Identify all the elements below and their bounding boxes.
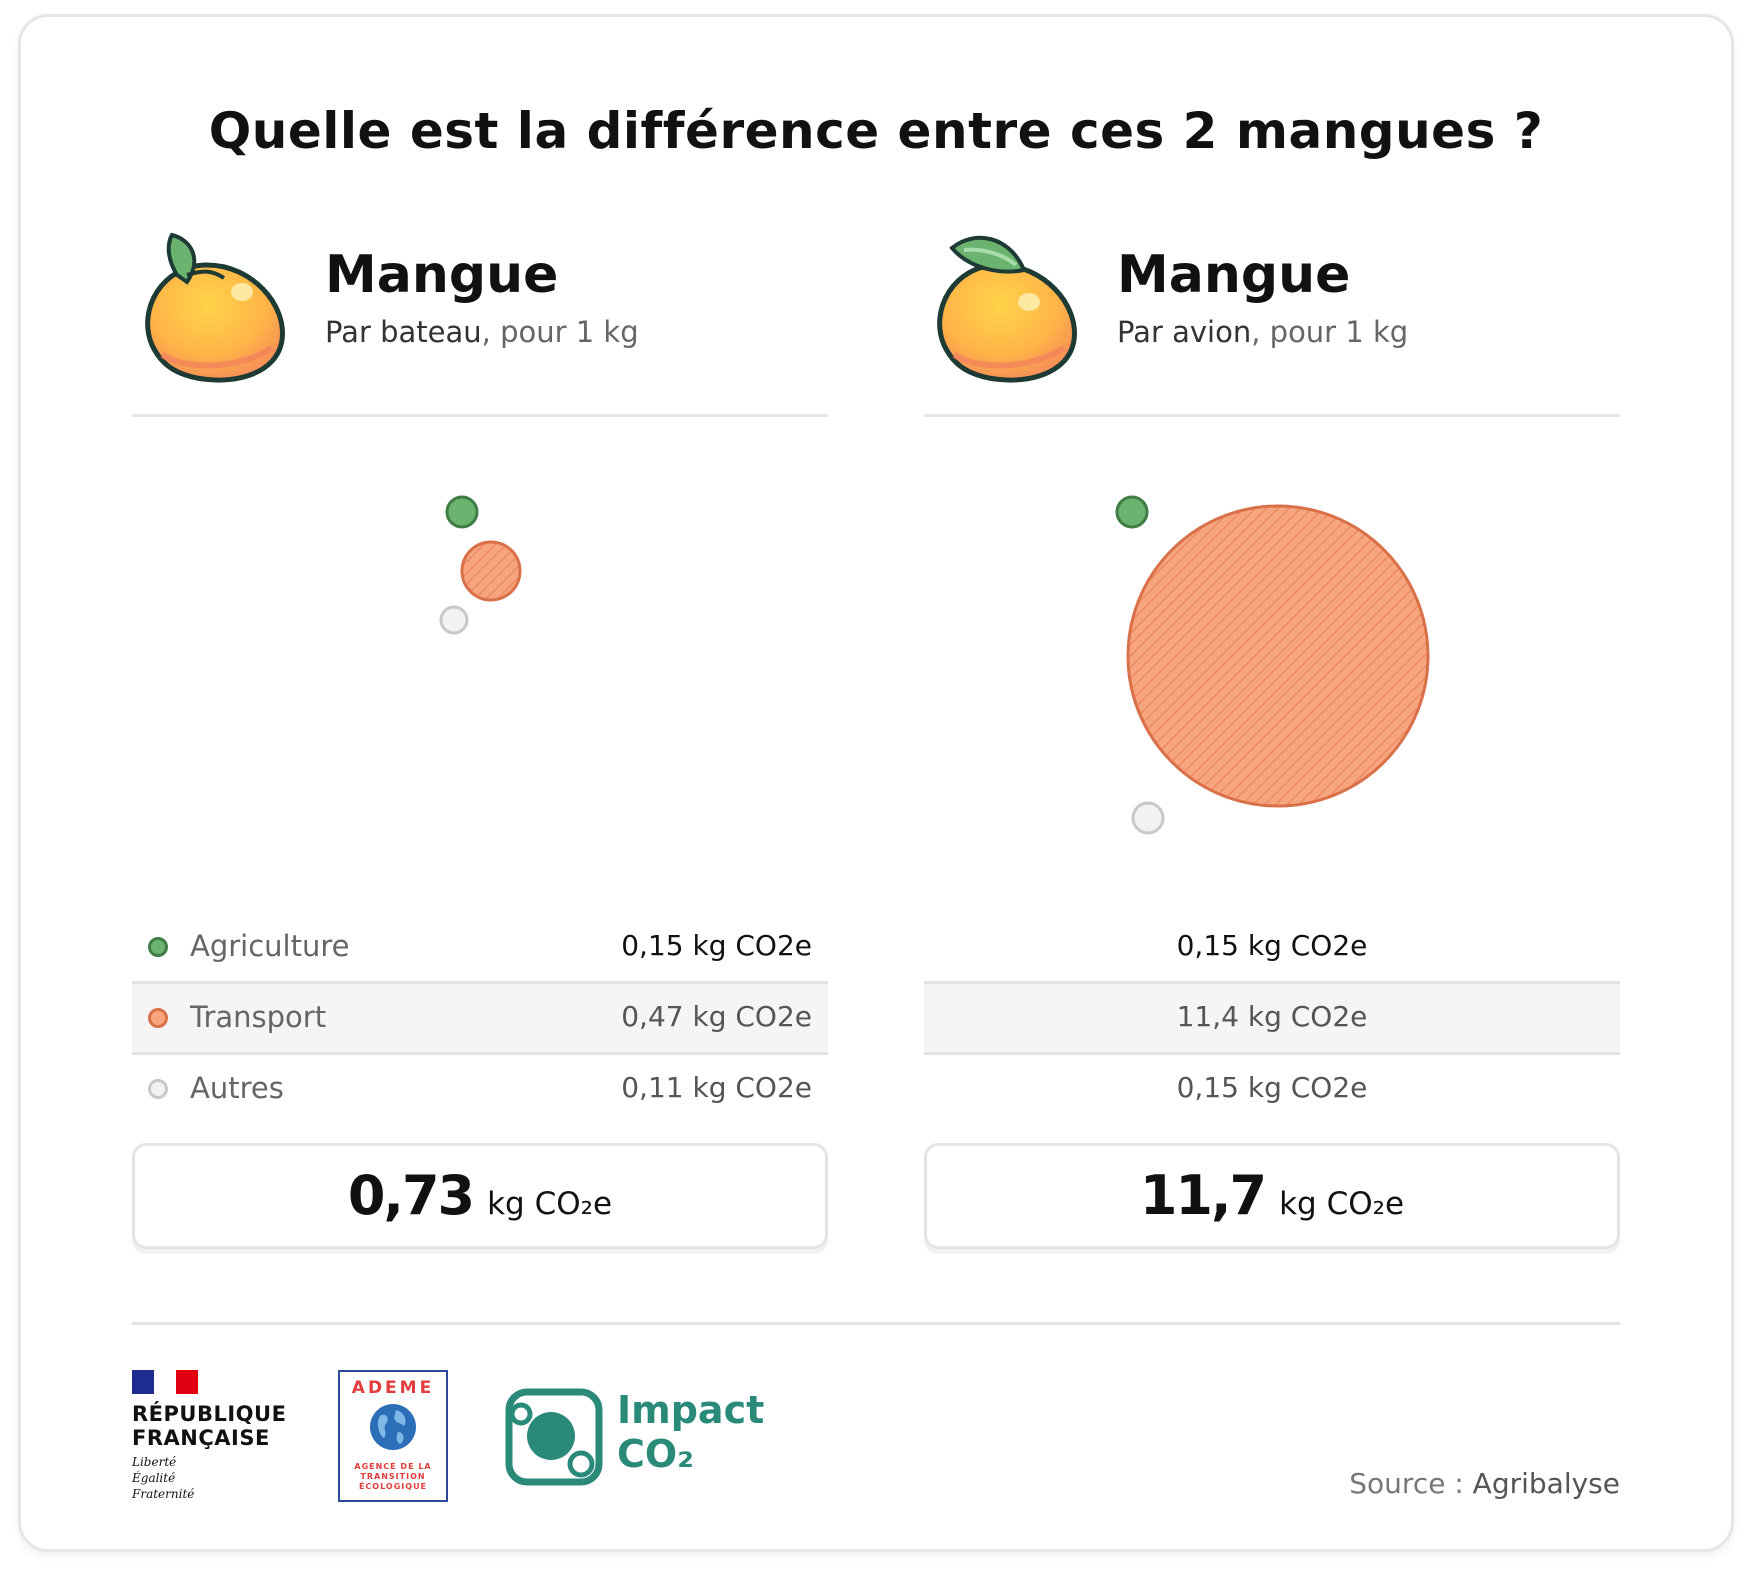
divider xyxy=(924,414,1620,417)
globe-icon xyxy=(370,1404,416,1450)
impact-co2-wordmark: Impact CO₂ xyxy=(617,1388,765,1476)
divider xyxy=(132,981,828,984)
republique-motto: Liberté Égalité Fraternité xyxy=(132,1455,195,1501)
row-agriculture: Agriculture 0,15 kg CO2e xyxy=(132,913,828,983)
divider xyxy=(132,414,828,417)
row-value: 0,11 kg CO2e xyxy=(621,1071,812,1104)
source-link: Agribalyse xyxy=(1472,1467,1620,1500)
total-value: 11,7 xyxy=(1139,1164,1267,1227)
republique-name: RÉPUBLIQUE FRANÇAISE xyxy=(132,1402,287,1450)
row-label: Autres xyxy=(190,1071,284,1105)
agriculture-dot-icon xyxy=(148,937,168,957)
product-name: Mangue xyxy=(1117,245,1351,305)
row-value: 0,47 kg CO2e xyxy=(621,1000,812,1033)
quantity-label: , pour 1 kg xyxy=(1251,315,1409,349)
infographic-card: Quelle est la différence entre ces 2 man… xyxy=(18,14,1734,1552)
total-unit: kg CO₂e xyxy=(1279,1186,1405,1222)
product-name: Mangue xyxy=(325,245,559,305)
french-flag-icon xyxy=(132,1370,198,1394)
bubble-transport xyxy=(1126,504,1430,808)
bubble-autres xyxy=(439,605,469,635)
total-box: 11,7 kg CO₂e xyxy=(924,1143,1620,1249)
ademe-name: ADEME xyxy=(351,1378,435,1398)
bubble-autres xyxy=(1131,801,1165,835)
ademe-subtitle: AGENCE DE LA TRANSITION ÉCOLOGIQUE xyxy=(354,1462,432,1491)
source-credit: Source : Agribalyse xyxy=(1349,1467,1620,1500)
row-autres: 0,15 kg CO2e xyxy=(924,1055,1620,1125)
product-subtitle: Par avion, pour 1 kg xyxy=(1117,315,1408,349)
quantity-label: , pour 1 kg xyxy=(481,315,639,349)
autres-dot-icon xyxy=(148,1079,168,1099)
row-label: Agriculture xyxy=(190,929,350,963)
mango-icon xyxy=(937,235,1077,383)
page-title: Quelle est la différence entre ces 2 man… xyxy=(208,102,1544,160)
transport-mode: Par avion xyxy=(1117,315,1252,349)
divider xyxy=(924,981,1620,984)
transport-mode: Par bateau xyxy=(325,315,482,349)
row-value: 0,15 kg CO2e xyxy=(1176,929,1368,962)
mango-icon xyxy=(145,232,285,383)
divider xyxy=(132,1052,828,1055)
product-bateau: Mangue Par bateau, pour 1 kg Agriculture… xyxy=(132,0,828,1400)
bubble-transport xyxy=(460,540,522,602)
row-transport: 11,4 kg CO2e xyxy=(924,984,1620,1054)
row-value: 11,4 kg CO2e xyxy=(1176,1000,1368,1033)
row-agriculture: 0,15 kg CO2e xyxy=(924,913,1620,983)
row-label: Transport xyxy=(190,1000,327,1034)
bubble-agriculture xyxy=(1115,495,1149,529)
bubble-agriculture xyxy=(445,495,479,529)
total-unit: kg CO₂e xyxy=(487,1186,613,1222)
impact-co2-icon xyxy=(505,1388,603,1486)
footer-divider xyxy=(132,1322,1620,1325)
row-transport: Transport 0,47 kg CO2e xyxy=(132,984,828,1054)
divider xyxy=(924,1052,1620,1055)
bubble-chart xyxy=(1115,495,1430,835)
row-value: 0,15 kg CO2e xyxy=(1176,1071,1368,1104)
row-autres: Autres 0,11 kg CO2e xyxy=(132,1055,828,1125)
product-avion: Mangue Par avion, pour 1 kg 0,15 kg CO2e… xyxy=(924,0,1620,1400)
transport-dot-icon xyxy=(148,1008,168,1028)
impact-co2-logo: Impact CO₂ xyxy=(505,1388,765,1488)
bubble-chart xyxy=(439,495,522,635)
republique-francaise-logo: RÉPUBLIQUE FRANÇAISE Liberté Égalité Fra… xyxy=(132,1370,302,1502)
row-value: 0,15 kg CO2e xyxy=(621,929,812,962)
ademe-logo: ADEME AGENCE DE LA TRANSITION ÉCOLOGIQUE xyxy=(338,1370,448,1502)
total-value: 0,73 xyxy=(347,1164,475,1227)
total-box: 0,73 kg CO₂e xyxy=(132,1143,828,1249)
product-subtitle: Par bateau, pour 1 kg xyxy=(325,315,639,349)
